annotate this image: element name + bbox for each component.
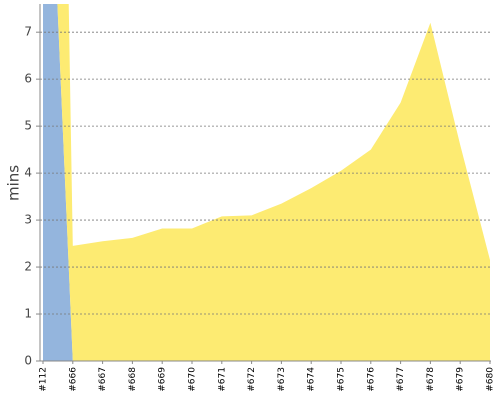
y-tick-label: 2 [24, 260, 32, 274]
plot-area [43, 4, 490, 361]
x-tick-label: #679 [456, 367, 466, 392]
x-tick-label: #680 [486, 367, 496, 392]
x-tick-label: #112 [39, 367, 49, 392]
y-tick-label: 3 [24, 213, 32, 227]
y-tick-label: 7 [24, 25, 32, 39]
x-tick-label: #678 [426, 367, 436, 392]
y-tick-label: 4 [24, 166, 32, 180]
area [57, 4, 490, 361]
x-tick-label: #667 [98, 367, 108, 392]
y-tick-label: 1 [24, 307, 32, 321]
x-tick-label: #666 [68, 367, 78, 392]
x-tick-label: #676 [366, 367, 376, 392]
x-tick-label: #675 [337, 367, 347, 392]
x-tick-label: #671 [217, 367, 227, 392]
x-tick-label: #670 [188, 367, 198, 392]
y-tick-label: 6 [24, 72, 32, 86]
x-tick-label: #672 [247, 367, 257, 392]
y-tick-label: 0 [24, 354, 32, 368]
x-tick-label: #674 [307, 367, 317, 392]
x-tick-label: #673 [277, 367, 287, 392]
y-axis-label: mins [5, 165, 23, 201]
x-tick-label: #668 [128, 367, 138, 392]
x-tick-label: #669 [158, 367, 168, 392]
x-tick-label: #677 [396, 367, 406, 392]
y-tick-label: 5 [24, 119, 32, 133]
